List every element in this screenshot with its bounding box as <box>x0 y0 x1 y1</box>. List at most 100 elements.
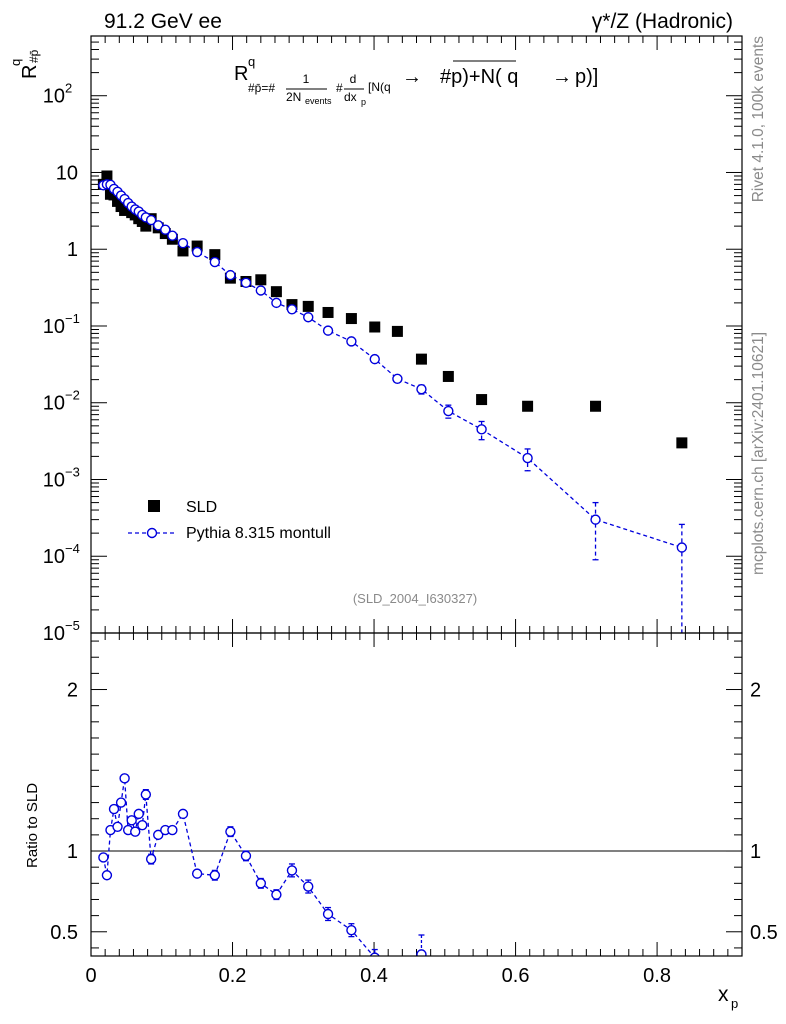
title-R-sup: q <box>248 54 255 69</box>
ratio-point <box>101 870 113 881</box>
main-plot-title: R q #p̄=# 1 2N events # d dx p [N(q → #p… <box>234 54 598 107</box>
pythia-mc-point <box>476 424 487 435</box>
main-y-tick-label: 10 <box>56 162 78 184</box>
ratio-point <box>115 797 127 808</box>
pythia-mc-point <box>369 353 380 365</box>
ratio-y-tick-label-right: 2 <box>750 680 761 702</box>
pythia-mc-point <box>209 256 221 268</box>
ratio-point <box>303 881 314 892</box>
pythia-mc-point <box>346 336 357 347</box>
ratio-y-tick-label-right: 1 <box>750 841 761 863</box>
title-hash2: # <box>336 81 343 95</box>
pythia-mc-point <box>271 297 282 309</box>
ratio-point <box>108 803 120 815</box>
ratio-point <box>126 815 137 826</box>
pythia-mc-point <box>225 269 236 281</box>
pythia-mc-point <box>167 230 178 241</box>
mcplots-source-label: mcplots.cern.ch [arXiv:2401.10621] <box>750 332 767 575</box>
title-bracket: [N(q <box>368 80 391 94</box>
main-y-tick-label: 10 <box>43 316 65 338</box>
ratio-point <box>137 819 148 831</box>
ratio-point <box>153 829 164 841</box>
pythia-mc-series <box>98 179 688 633</box>
main-y-tick-label-exponent: 2 <box>65 81 72 96</box>
y-axis-label-sub: #p̄ <box>27 49 41 63</box>
pythia-mc-point <box>145 214 157 226</box>
main-y-tick-label: 10 <box>43 393 65 415</box>
main-plot-frame <box>90 35 743 634</box>
analysis-watermark: (SLD_2004_I630327) <box>353 591 477 606</box>
ratio-point <box>98 852 109 863</box>
title-arrow1: → <box>402 66 422 88</box>
ratio-point <box>240 850 252 862</box>
x-tick-label: 0.8 <box>643 965 671 987</box>
ratio-point <box>209 870 221 881</box>
x-tick-label: 0.6 <box>502 965 530 987</box>
main-y-tick-label-exponent: −3 <box>65 464 80 479</box>
header-right: γ*/Z (Hadronic) <box>592 10 733 33</box>
pythia-mc-point <box>443 405 454 417</box>
main-y-tick-label-exponent: −2 <box>65 388 80 403</box>
ratio-point <box>346 924 357 936</box>
sld-data-point <box>415 353 427 365</box>
ratio-point <box>271 889 282 900</box>
main-y-tick-label: 10 <box>43 86 65 108</box>
title-frac2-num: d <box>350 72 357 86</box>
ratio-y-axis-label: Ratio to SLD <box>24 783 41 868</box>
x-axis-label: x p <box>718 983 738 1011</box>
sld-data-point <box>590 400 602 412</box>
ratio-point <box>119 773 130 784</box>
ratio-y-tick-label-right: 0.5 <box>750 922 778 944</box>
sld-data-point <box>345 313 357 325</box>
ratio-y-tick-label-left: 2 <box>67 680 78 702</box>
sld-data-point <box>369 321 381 333</box>
ratio-y-tick-label-left: 1 <box>67 841 78 863</box>
pythia-mc-point <box>303 312 314 323</box>
sld-data-point <box>191 240 203 252</box>
main-axis-ticks <box>90 35 743 634</box>
ratio-point <box>225 826 236 837</box>
sld-data-point <box>322 306 334 318</box>
x-tick-label: 0 <box>85 965 96 987</box>
ratio-series <box>98 773 427 956</box>
y-axis-label-R: R <box>19 65 41 79</box>
sld-data-point <box>442 370 454 382</box>
sld-data-point <box>209 249 221 261</box>
title-arrow2: → <box>552 66 572 88</box>
x-axis-label-sub: p <box>731 996 738 1011</box>
title-frac2-den-sub: p <box>361 97 366 107</box>
title-frac1-num: 1 <box>303 72 310 86</box>
title-frac1-den-sub: events <box>305 96 332 106</box>
ratio-point <box>416 949 427 956</box>
ratio-point <box>369 952 380 956</box>
x-tick-label: 0.2 <box>219 965 247 987</box>
pythia-mc-point <box>676 542 688 553</box>
sld-data-markers <box>97 170 688 449</box>
ratio-series-group <box>98 773 427 956</box>
legend: SLD Pythia 8.315 montull <box>128 499 331 542</box>
ratio-point <box>112 821 123 832</box>
pythia-mc-point <box>177 237 189 249</box>
sld-data-point <box>177 245 189 257</box>
pythia-mc-line <box>103 183 683 549</box>
rivet-version-label: Rivet 4.1.0, 100k events <box>750 36 767 203</box>
main-y-axis-label: R q #p̄ <box>8 49 41 79</box>
main-y-tick-label-exponent: −1 <box>65 311 80 326</box>
pythia-mc-point <box>191 246 203 258</box>
pythia-mc-point <box>286 304 298 315</box>
pythia-mc-point <box>160 224 171 235</box>
ratio-point <box>322 908 334 920</box>
sld-data-point <box>476 394 488 406</box>
sld-data-point <box>391 325 403 337</box>
ratio-y-tick-label-left: 0.5 <box>50 922 78 944</box>
legend-sld-marker <box>148 500 160 512</box>
title-frac1-den: 2N <box>286 90 301 104</box>
title-end: p)] <box>575 66 598 88</box>
ratio-plot-frame <box>90 632 743 957</box>
sld-data-point <box>270 286 282 298</box>
sld-data-point <box>140 220 152 232</box>
title-R: R <box>234 63 248 85</box>
main-y-tick-label: 1 <box>67 239 78 261</box>
